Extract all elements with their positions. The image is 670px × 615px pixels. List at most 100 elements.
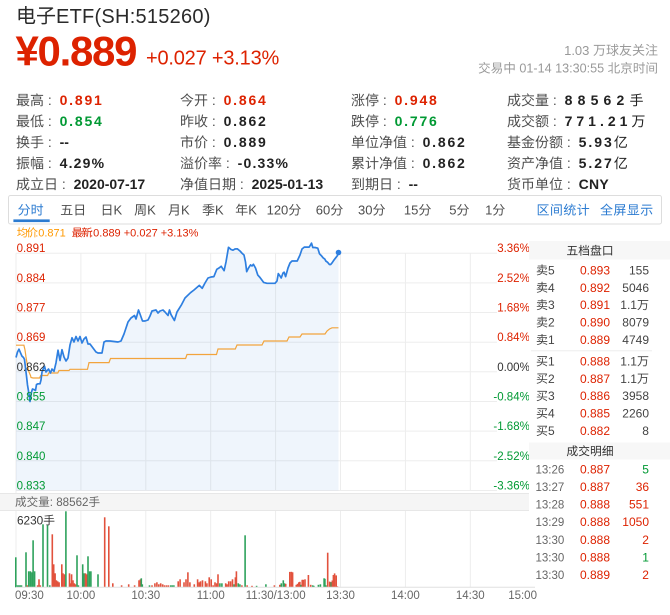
svg-text:0.862: 0.862 [224,113,268,129]
svg-text:+0.027 +3.13%: +0.027 +3.13% [146,48,279,70]
svg-text:13:30: 13:30 [536,570,565,582]
svg-text:-1.68%: -1.68% [493,421,529,433]
svg-text:14:30: 14:30 [456,590,485,602]
svg-text:0.862: 0.862 [423,134,467,150]
svg-text:4749: 4749 [622,333,649,347]
svg-text:0.864: 0.864 [224,92,268,108]
svg-text:0.887: 0.887 [580,462,610,476]
svg-text:0.948: 0.948 [395,92,439,108]
svg-text:13:29: 13:29 [536,517,565,529]
svg-text:14:00: 14:00 [391,590,420,602]
svg-text:0.847: 0.847 [17,421,46,433]
svg-text:1.03: 1.03 [564,43,593,58]
svg-text:01-14 13:30:55: 01-14 13:30:55 [516,62,608,76]
svg-text:CNY: CNY [579,176,610,192]
svg-text:11:30/13:00: 11:30/13:00 [246,590,306,602]
svg-text:0.862: 0.862 [423,155,467,171]
svg-text:0.890: 0.890 [580,316,610,330]
svg-text:0.892: 0.892 [580,281,610,295]
svg-text::0.889 +0.027 +3.13%: :0.889 +0.027 +3.13% [90,228,198,240]
svg-text:88562: 88562 [565,92,630,108]
svg-text:0.00%: 0.00% [497,362,530,374]
svg-text:--: -- [409,176,419,192]
svg-text:155: 155 [629,263,649,277]
svg-text:2260: 2260 [622,407,649,421]
svg-text:0.776: 0.776 [395,113,439,129]
svg-text::: : [407,134,423,150]
svg-text:1.1: 1.1 [620,354,637,368]
svg-text:0.869: 0.869 [17,332,46,344]
svg-text:0.891: 0.891 [60,92,104,108]
svg-text:1.1: 1.1 [620,372,637,386]
svg-text:1: 1 [485,203,492,218]
svg-text:1.1: 1.1 [620,298,637,312]
svg-text::: : [407,155,423,171]
svg-text::: : [563,134,579,150]
svg-text::: : [222,155,238,171]
svg-text::: : [379,113,395,129]
svg-text::: : [236,176,252,192]
svg-text::: : [44,155,60,171]
svg-text:0.891: 0.891 [580,298,610,312]
svg-text:0.862: 0.862 [17,362,46,374]
svg-text:771.21: 771.21 [565,113,632,129]
svg-text::: : [44,92,60,108]
svg-text:5046: 5046 [622,281,649,295]
svg-text:8: 8 [642,424,649,438]
svg-text:6230: 6230 [17,514,44,528]
svg-text:13:30: 13:30 [536,535,565,547]
svg-text:¥0.889: ¥0.889 [16,28,137,75]
svg-text:4: 4 [548,281,555,295]
svg-text::: : [563,176,579,192]
svg-text::: : [393,176,409,192]
svg-text:5: 5 [642,462,649,476]
svg-text:3: 3 [548,389,555,403]
svg-text:2.52%: 2.52% [497,273,530,285]
svg-text:0.84%: 0.84% [497,332,530,344]
svg-text::: : [208,134,224,150]
svg-text:551: 551 [629,498,649,512]
svg-text:3958: 3958 [622,389,649,403]
svg-text:10:30: 10:30 [131,590,160,602]
svg-text:1050: 1050 [622,515,649,529]
svg-text:2: 2 [642,568,649,582]
svg-text:10:00: 10:00 [67,590,96,602]
svg-text:13:27: 13:27 [536,482,565,494]
svg-text:5.93: 5.93 [579,134,614,150]
svg-text:3.36%: 3.36% [497,243,530,255]
svg-text:4: 4 [548,407,555,421]
svg-text:3: 3 [548,298,555,312]
svg-text:1: 1 [548,354,555,368]
svg-text:0.887: 0.887 [580,480,610,494]
svg-text::0.871: :0.871 [35,228,66,240]
svg-text:0.885: 0.885 [580,407,610,421]
svg-text:--: -- [60,134,70,150]
svg-text:0.877: 0.877 [17,303,46,315]
svg-text:0.886: 0.886 [580,389,610,403]
svg-text::: : [549,113,565,129]
svg-text:5: 5 [449,203,456,218]
svg-text:0.833: 0.833 [17,481,46,493]
svg-text:1.68%: 1.68% [497,303,530,315]
svg-text::: : [208,113,224,129]
svg-text:0.888: 0.888 [580,550,610,564]
svg-text:15:00: 15:00 [508,590,537,602]
svg-text:2: 2 [548,372,555,386]
svg-text:1: 1 [642,550,649,564]
svg-text:15: 15 [404,203,418,218]
svg-text:8079: 8079 [622,316,649,330]
svg-text:13:30: 13:30 [326,590,355,602]
svg-text:-3.36%: -3.36% [493,481,529,493]
svg-text:5: 5 [548,424,555,438]
svg-text:0.888: 0.888 [580,533,610,547]
svg-text:K: K [248,203,257,218]
svg-text:120: 120 [267,203,289,218]
svg-text:09:30: 09:30 [15,590,44,602]
svg-text:13:30: 13:30 [536,552,565,564]
svg-text:13:26: 13:26 [536,464,565,476]
svg-text:K: K [181,203,190,218]
svg-text:0.884: 0.884 [17,273,46,285]
svg-text:K: K [114,203,123,218]
svg-text::: : [549,92,565,108]
svg-text:2: 2 [642,533,649,547]
